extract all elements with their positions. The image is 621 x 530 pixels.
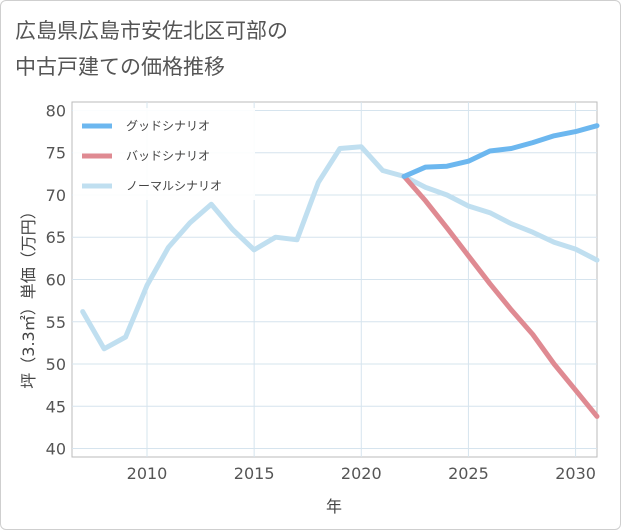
series-line-2 [80,144,600,352]
legend-label: ノーマルシナリオ [126,179,222,193]
series-lines [80,123,600,419]
y-tick-label: 60 [46,271,66,290]
series-line-1 [401,173,600,419]
y-tick-label: 50 [46,355,66,374]
y-tick-label: 75 [46,144,66,163]
x-tick-label: 2025 [448,464,489,483]
y-axis-label: 坪（3.3㎡）単価（万円） [19,203,38,388]
x-tick-label: 2030 [555,464,596,483]
y-tick-label: 40 [46,440,66,459]
y-tick-label: 70 [46,186,66,205]
title-line-2: 中古戸建ての価格推移 [15,55,225,79]
y-tick-label: 65 [46,228,66,247]
y-tick-label: 45 [46,397,66,416]
series-line-0 [401,123,600,179]
x-tick-label: 2010 [127,464,168,483]
y-tick-labels: 40 45 50 55 60 65 70 75 80 [46,101,66,458]
y-tick-label: 55 [46,313,66,332]
y-tick-label: 80 [46,101,66,120]
x-axis-label: 年 [326,497,342,516]
chart-title: 広島県広島市安佐北区可部の 中古戸建ての価格推移 [15,13,605,85]
title-line-1: 広島県広島市安佐北区可部の [15,19,288,43]
x-tick-label: 2020 [341,464,382,483]
legend-label: グッドシナリオ [126,119,210,133]
x-tick-labels: 2010 2015 2020 2025 2030 [127,464,596,483]
x-tick-label: 2015 [234,464,275,483]
legend-label: バッドシナリオ [126,149,210,163]
